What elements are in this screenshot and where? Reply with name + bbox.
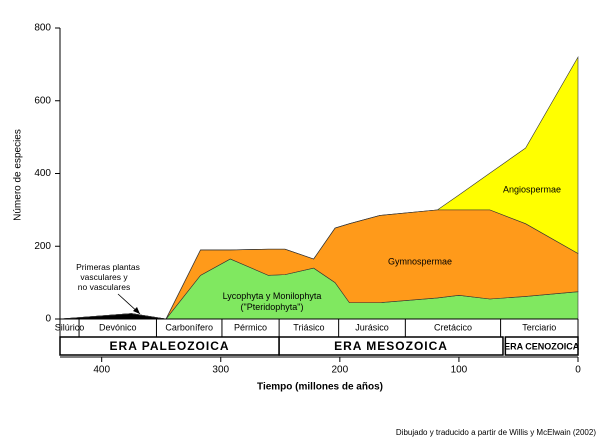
period-label: Carbonífero — [165, 322, 213, 332]
x-tick-label: 100 — [451, 365, 468, 376]
period-label: Silúrico — [55, 322, 85, 332]
y-tick-label: 800 — [34, 23, 51, 34]
y-tick-label: 600 — [34, 95, 51, 106]
area-label: Lycophyta y Monilophyta ("Pteridophyta") — [223, 291, 322, 312]
y-tick-label: 0 — [45, 314, 51, 325]
y-tick-label: 400 — [34, 168, 51, 179]
y-tick-label: 200 — [34, 241, 51, 252]
period-label: Devónico — [99, 322, 137, 332]
era-label: ERA PALEOZOICA — [110, 339, 230, 353]
area-label: Angiospermae — [503, 184, 561, 194]
x-tick-label: 200 — [331, 365, 348, 376]
area-label: Gymnospermae — [388, 256, 452, 266]
era-box — [504, 336, 579, 356]
x-tick-label: 400 — [93, 365, 110, 376]
era-label: ERA CENOZOICA — [504, 341, 580, 351]
annotation: Primeras plantas vasculares y no vasculare… — [76, 262, 140, 292]
period-label: Triásico — [293, 322, 324, 332]
y-axis-label: Número de especies — [13, 129, 24, 221]
annotation-arrowhead — [133, 307, 140, 314]
area — [59, 55, 579, 320]
period-label: Terciario — [522, 322, 556, 332]
x-tick-label: 300 — [212, 365, 229, 376]
era-label: ERA MESOZOICA — [334, 339, 448, 353]
period-label: Cretácico — [434, 322, 472, 332]
era-box — [278, 336, 504, 356]
source-note: Dibujado y traducido a partir de Willis … — [396, 428, 596, 437]
x-tick-label: 0 — [575, 365, 581, 376]
period-label: Pérmico — [234, 322, 267, 332]
period-label: Jurásico — [355, 322, 389, 332]
x-axis-label: Tiempo (millones de años) — [257, 382, 383, 393]
